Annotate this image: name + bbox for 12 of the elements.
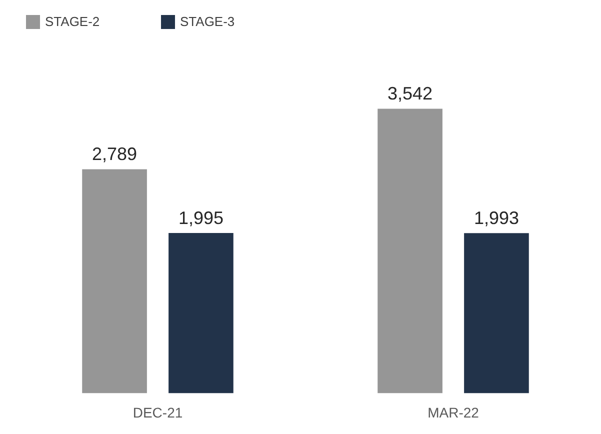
bar [378, 108, 442, 394]
legend-label: STAGE-2 [45, 14, 100, 29]
bar [168, 233, 234, 394]
data-label: 1,995 [178, 208, 224, 228]
bar [464, 233, 529, 394]
data-label: 1,993 [474, 208, 519, 228]
bar [82, 169, 147, 394]
data-label: 3,542 [388, 84, 433, 104]
x-tick-label: DEC-21 [132, 404, 183, 420]
data-label: 2,789 [92, 144, 138, 164]
legend-label: STAGE-3 [180, 14, 235, 29]
x-tick-label: MAR-22 [428, 404, 480, 420]
